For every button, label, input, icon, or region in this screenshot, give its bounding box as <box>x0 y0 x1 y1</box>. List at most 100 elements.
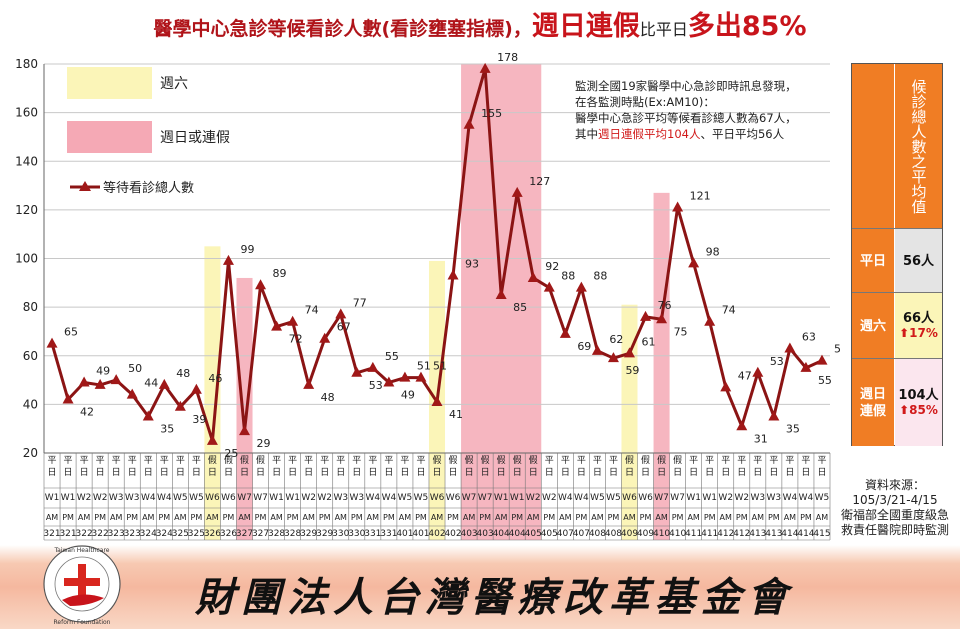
category-weekday-label: W4 <box>366 493 381 503</box>
data-point <box>126 388 138 399</box>
data-label: 51 <box>417 360 431 373</box>
category-daytype-label: 假 <box>529 455 538 466</box>
category-weekday-label: W5 <box>414 493 429 503</box>
data-label: 25 <box>224 447 238 460</box>
data-label: 48 <box>176 367 190 380</box>
category-daytype-label: 日 <box>769 467 778 478</box>
data-point <box>495 288 507 299</box>
category-daytype-label: 平 <box>737 455 746 466</box>
category-date-label: 325 <box>172 529 189 539</box>
category-daytype-label: 日 <box>689 467 698 478</box>
category-daytype-label: 日 <box>112 467 121 478</box>
data-label: 67 <box>337 321 351 334</box>
category-ampm-label: PM <box>576 513 588 522</box>
data-point <box>158 378 170 389</box>
category-ampm-label: PM <box>223 513 235 522</box>
category-date-label: 402 <box>428 529 445 539</box>
category-weekday-label: W4 <box>157 493 172 503</box>
category-weekday-label: W3 <box>767 493 782 503</box>
category-weekday-label: W7 <box>237 493 252 503</box>
category-daytype-label: 平 <box>416 455 425 466</box>
category-daytype-label: 日 <box>497 467 506 478</box>
category-daytype-label: 假 <box>641 455 650 466</box>
category-daytype-label: 日 <box>240 467 249 478</box>
data-label: 75 <box>674 325 688 338</box>
data-label: 53 <box>770 355 784 368</box>
data-point <box>335 308 347 319</box>
data-point <box>399 371 411 382</box>
category-ampm-label: AM <box>142 513 154 522</box>
data-point <box>287 315 299 326</box>
data-label: 58 <box>834 343 840 356</box>
category-daytype-label: 平 <box>400 455 409 466</box>
category-ampm-label: AM <box>399 513 411 522</box>
category-date-label: 324 <box>156 529 173 539</box>
category-daytype-label: 假 <box>497 455 506 466</box>
category-daytype-label: 日 <box>513 467 522 478</box>
category-weekday-label: W7 <box>670 493 685 503</box>
category-daytype-label: 日 <box>400 467 409 478</box>
annotation-line-3: 醫學中心急診平均等候看診總人數為67人， <box>575 111 797 125</box>
category-ampm-label: PM <box>255 513 267 522</box>
data-label: 59 <box>625 364 639 377</box>
category-weekday-label: W3 <box>349 493 364 503</box>
category-date-label: 331 <box>364 529 381 539</box>
category-weekday-label: W2 <box>718 493 733 503</box>
category-date-label: 411 <box>685 529 702 539</box>
data-label: 35 <box>160 423 174 436</box>
category-ampm-label: PM <box>191 513 203 522</box>
y-tick-label: 80 <box>23 300 38 314</box>
data-label: 41 <box>449 408 463 421</box>
source-line-1: 資料來源： <box>864 478 925 492</box>
category-ampm-label: PM <box>287 513 299 522</box>
category-weekday-label: W7 <box>478 493 493 503</box>
category-daytype-label: 平 <box>128 455 137 466</box>
y-tick-label: 40 <box>23 397 38 411</box>
category-daytype-label: 平 <box>176 455 185 466</box>
category-ampm-label: PM <box>415 513 427 522</box>
data-point <box>784 342 796 353</box>
category-weekday-label: W5 <box>398 493 413 503</box>
category-weekday-label: W5 <box>606 493 621 503</box>
sunday-holiday-band <box>236 277 253 540</box>
category-daytype-label: 假 <box>657 455 666 466</box>
legend-swatch-sunday <box>67 121 152 153</box>
category-daytype-label: 日 <box>208 467 217 478</box>
annotation-box: 監測全國19家醫學中心急診即時訊息發現， 在各監測時點(Ex:AM10)： 醫學… <box>575 79 797 141</box>
data-point <box>575 281 587 292</box>
data-label: 49 <box>96 364 110 377</box>
category-ampm-label: PM <box>768 513 780 522</box>
chart-title: 醫學中心急診等候看診人數(看診壅塞指標)，週日連假比平日多出85% <box>0 4 960 54</box>
summary-row-weekday: 平日 56人 <box>852 228 942 293</box>
data-point <box>720 381 732 392</box>
data-point <box>688 257 700 268</box>
data-label: 61 <box>641 335 655 348</box>
category-date-label: 407 <box>573 529 590 539</box>
category-date-label: 405 <box>525 529 542 539</box>
category-weekday-label: W1 <box>45 493 60 503</box>
category-date-label: 405 <box>541 529 558 539</box>
category-daytype-label: 平 <box>352 455 361 466</box>
summary-row-delta: ⬆17% <box>899 326 938 340</box>
data-label: 49 <box>401 388 415 401</box>
category-date-label: 329 <box>300 529 317 539</box>
category-daytype-label: 日 <box>545 467 554 478</box>
data-point <box>768 410 780 421</box>
summary-row-label: 平日 <box>852 229 894 293</box>
category-daytype-label: 平 <box>785 455 794 466</box>
category-daytype-label: 日 <box>721 467 730 478</box>
category-ampm-label: AM <box>78 513 90 522</box>
category-date-label: 327 <box>236 529 253 539</box>
data-point <box>271 320 283 331</box>
data-label: 31 <box>754 432 768 445</box>
category-daytype-label: 假 <box>240 455 249 466</box>
category-ampm-label: PM <box>511 513 523 522</box>
y-tick-label: 160 <box>15 106 38 120</box>
category-daytype-label: 平 <box>721 455 730 466</box>
category-daytype-label: 日 <box>160 467 169 478</box>
category-date-label: 401 <box>412 529 429 539</box>
category-weekday-label: W4 <box>783 493 798 503</box>
category-ampm-label: AM <box>687 513 699 522</box>
data-point <box>190 383 202 394</box>
legend: 週六 週日或連假 等待看診總人數 <box>67 67 230 196</box>
